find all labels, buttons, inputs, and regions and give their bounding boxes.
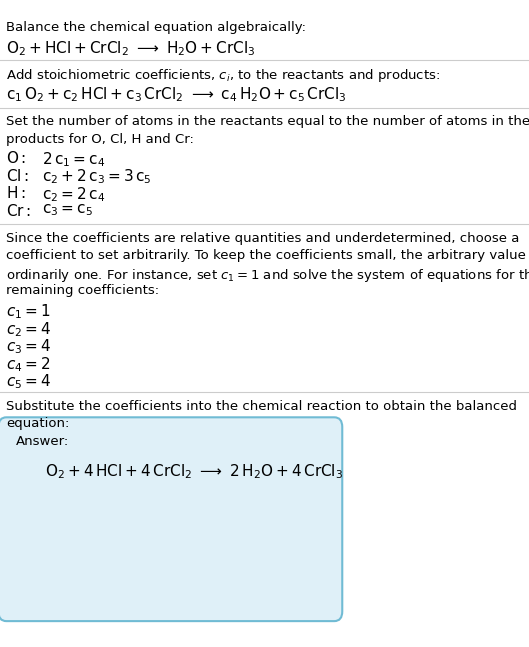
Text: $c_2 = 4$: $c_2 = 4$ [6,320,51,339]
FancyBboxPatch shape [0,417,342,621]
Text: Substitute the coefficients into the chemical reaction to obtain the balanced: Substitute the coefficients into the che… [6,400,517,413]
Text: Balance the chemical equation algebraically:: Balance the chemical equation algebraica… [6,21,306,34]
Text: $\mathrm{c_3 = c_5}$: $\mathrm{c_3 = c_5}$ [42,203,93,218]
Text: ordinarily one. For instance, set $c_1 = 1$ and solve the system of equations fo: ordinarily one. For instance, set $c_1 =… [6,267,529,283]
Text: $\mathrm{c_2 + 2\,c_3 = 3\,c_5}$: $\mathrm{c_2 + 2\,c_3 = 3\,c_5}$ [42,168,152,186]
Text: $\mathrm{O_2 + HCl + CrCl_2 \ \longrightarrow \ H_2O + CrCl_3}$: $\mathrm{O_2 + HCl + CrCl_2 \ \longright… [6,39,256,58]
Text: $c_4 = 2$: $c_4 = 2$ [6,355,51,374]
Text: $\mathrm{H:}$: $\mathrm{H:}$ [6,185,26,201]
Text: Answer:: Answer: [16,435,69,448]
Text: Set the number of atoms in the reactants equal to the number of atoms in the: Set the number of atoms in the reactants… [6,115,529,128]
Text: $c_1 = 1$: $c_1 = 1$ [6,303,51,322]
Text: $c_5 = 4$: $c_5 = 4$ [6,373,51,391]
Text: $\mathrm{c_1\,O_2 + c_2\,HCl + c_3\,CrCl_2 \ \longrightarrow \ c_4\,H_2O + c_5\,: $\mathrm{c_1\,O_2 + c_2\,HCl + c_3\,CrCl… [6,85,347,104]
Text: $\mathrm{O:}$: $\mathrm{O:}$ [6,150,26,166]
Text: products for O, Cl, H and Cr:: products for O, Cl, H and Cr: [6,133,194,146]
Text: $\mathrm{O_2 + 4\,HCl + 4\,CrCl_2 \ \longrightarrow \ 2\,H_2O + 4\,CrCl_3}$: $\mathrm{O_2 + 4\,HCl + 4\,CrCl_2 \ \lon… [45,463,343,481]
Text: $\mathrm{Cl:}$: $\mathrm{Cl:}$ [6,168,30,184]
Text: equation:: equation: [6,417,70,430]
Text: remaining coefficients:: remaining coefficients: [6,284,159,297]
Text: Since the coefficients are relative quantities and underdetermined, choose a: Since the coefficients are relative quan… [6,232,519,245]
Text: $c_3 = 4$: $c_3 = 4$ [6,338,51,356]
Text: Add stoichiometric coefficients, $c_i$, to the reactants and products:: Add stoichiometric coefficients, $c_i$, … [6,67,441,84]
Text: $\mathrm{c_2 = 2\,c_4}$: $\mathrm{c_2 = 2\,c_4}$ [42,185,106,204]
Text: coefficient to set arbitrarily. To keep the coefficients small, the arbitrary va: coefficient to set arbitrarily. To keep … [6,249,529,262]
Text: $\mathrm{Cr:}$: $\mathrm{Cr:}$ [6,203,32,219]
Text: $\mathrm{2\,c_1 = c_4}$: $\mathrm{2\,c_1 = c_4}$ [42,150,106,169]
